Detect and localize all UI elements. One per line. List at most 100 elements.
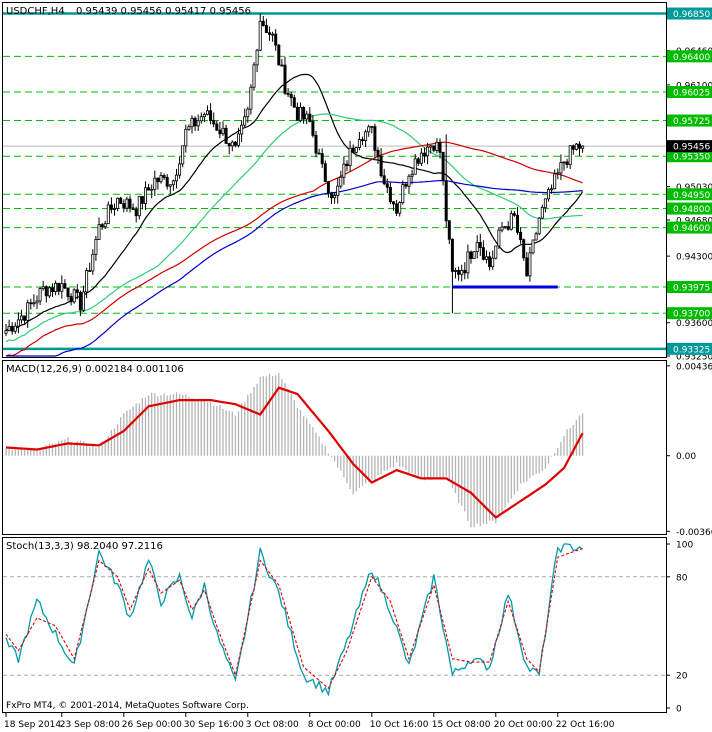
stoch-main-line <box>5 543 583 697</box>
candle-body <box>63 283 67 289</box>
green-level-tag <box>667 307 712 320</box>
candle-body <box>550 188 554 191</box>
macd-tick-label: -0.003669 <box>676 528 712 538</box>
candle-body <box>162 175 166 178</box>
candle-body <box>258 20 262 51</box>
green-level-label: 0.93975 <box>673 284 710 294</box>
candle-body <box>488 256 492 268</box>
candle-body <box>519 231 523 241</box>
candle-body <box>494 245 498 259</box>
candle-body <box>147 187 151 191</box>
candle-body <box>298 106 302 121</box>
candle-body <box>382 175 386 185</box>
stoch-axis: 100 80 20 0 <box>666 541 693 715</box>
candle-body <box>113 207 117 210</box>
candle-body <box>379 155 383 177</box>
candle-body <box>302 106 306 120</box>
candle-body <box>472 251 476 259</box>
candle-body <box>323 163 327 183</box>
candle-body <box>209 110 213 121</box>
macd-tick-label: 0.004365 <box>676 362 712 372</box>
candle-body <box>29 302 33 305</box>
time-tick-label: 23 Sep 08:00 <box>60 720 120 730</box>
candle-body <box>506 226 510 230</box>
time-tick-label: 30 Sep 16:00 <box>184 720 244 730</box>
time-tick-label: 22 Oct 16:00 <box>556 720 615 730</box>
candle-body <box>165 176 169 187</box>
candle-body <box>91 253 95 272</box>
symbol-label: USDCHF,H4 <box>6 6 65 17</box>
candle-body <box>100 224 104 227</box>
price-tick-label: 0.95030 <box>676 183 712 193</box>
candle-body <box>559 162 563 174</box>
price-tick-label: 0.94300 <box>676 253 712 263</box>
candle-body <box>395 203 399 214</box>
candle-body <box>88 270 92 272</box>
candle-body <box>357 139 361 148</box>
candle-body <box>540 207 544 219</box>
time-tick-label: 3 Oct 08:00 <box>246 720 299 730</box>
candle-body <box>385 183 389 188</box>
candle-body <box>243 116 247 126</box>
candle-body <box>261 20 265 26</box>
candle-body <box>60 283 64 292</box>
candle-body <box>429 145 433 148</box>
candles-layer <box>4 13 585 337</box>
candle-body <box>66 287 70 297</box>
candle-body <box>109 204 113 210</box>
candle-body <box>376 149 380 157</box>
candle-body <box>426 146 430 157</box>
candle-body <box>484 256 488 260</box>
candle-body <box>574 143 578 150</box>
candle-body <box>435 141 439 151</box>
candle-body <box>196 120 200 127</box>
macd-panel[interactable] <box>2 360 667 535</box>
candle-body <box>447 220 451 240</box>
green-level-label: 0.95350 <box>673 153 710 163</box>
candle-body <box>525 257 529 277</box>
candle-body <box>410 173 414 177</box>
candle-body <box>450 238 454 272</box>
candle-body <box>94 238 98 255</box>
green-level-label: 0.94950 <box>673 191 710 201</box>
candle-body <box>422 152 426 157</box>
candle-body <box>348 147 352 166</box>
candle-body <box>320 153 324 165</box>
candle-body <box>401 184 405 203</box>
candle-body <box>44 286 48 297</box>
green-level-label: 0.93700 <box>673 310 710 320</box>
time-tick-label: 10 Oct 16:00 <box>370 720 429 730</box>
green-level-tag <box>667 50 712 63</box>
time-tick-label: 26 Sep 00:00 <box>122 720 182 730</box>
candle-body <box>553 173 557 190</box>
stoch-signal-line <box>5 548 583 690</box>
candle-body <box>221 127 225 135</box>
candle-body <box>205 110 209 115</box>
copyright-text: FxPro MT4, © 2001-2014, MetaQuotes Softw… <box>6 701 249 711</box>
candle-body <box>295 106 299 121</box>
candle-body <box>168 184 172 187</box>
candle-body <box>565 161 569 166</box>
candle-body <box>333 195 337 199</box>
candle-body <box>326 181 330 194</box>
candle-body <box>528 252 532 277</box>
candle-body <box>556 172 560 175</box>
candle-body <box>72 289 76 303</box>
key-level-label: 0.96850 <box>673 10 710 20</box>
candle-body <box>367 126 371 133</box>
candle-body <box>438 141 442 153</box>
candle-body <box>581 145 585 149</box>
candle-body <box>246 108 250 118</box>
candle-body <box>407 175 411 187</box>
stoch-tick-label: 0 <box>676 705 682 715</box>
candle-body <box>512 213 516 216</box>
candle-body <box>137 196 141 217</box>
candle-body <box>4 330 8 334</box>
candle-body <box>286 92 290 95</box>
ma-50-line <box>5 113 583 343</box>
candle-body <box>571 145 575 150</box>
green-level-tag <box>667 86 712 98</box>
stoch-label: Stoch(13,3,3) 98.2040 97.2116 <box>6 541 163 552</box>
candle-body <box>255 49 259 66</box>
